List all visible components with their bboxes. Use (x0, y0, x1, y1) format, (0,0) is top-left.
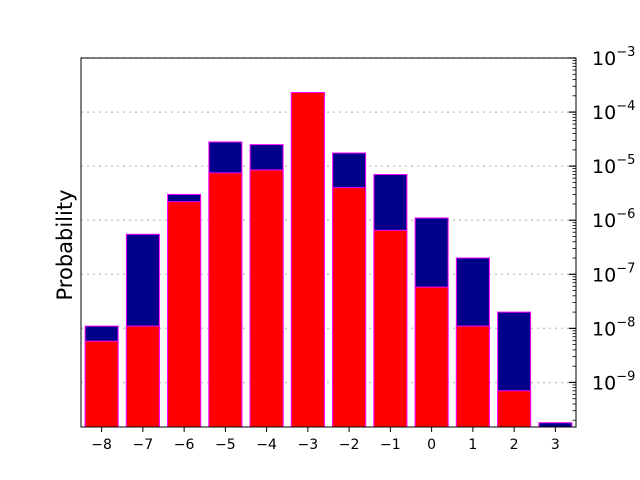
y-tick-exponent: −3 (616, 45, 635, 60)
y-tick-exponent: −7 (616, 261, 635, 276)
y-tick-label: 10−9 (592, 369, 635, 394)
y-axis: 10−910−810−710−610−510−410−3 (569, 45, 635, 421)
y-tick-base: 10 (592, 48, 616, 70)
bar-series2 (249, 169, 284, 428)
x-tick-label: −7 (133, 437, 154, 453)
y-tick-base: 10 (592, 318, 616, 340)
y-tick-exponent: −5 (616, 153, 635, 168)
x-tick-label: 3 (551, 437, 560, 453)
x-tick-label: −5 (215, 437, 236, 453)
x-tick-label: 2 (510, 437, 519, 453)
y-tick-base: 10 (592, 210, 616, 232)
y-tick-exponent: −6 (616, 207, 635, 222)
x-tick-label: 1 (468, 437, 477, 453)
bar-series1 (538, 422, 573, 428)
bar-series2 (455, 325, 490, 428)
x-tick-label: −8 (91, 437, 112, 453)
y-tick-label: 10−8 (592, 315, 635, 340)
bar-series2 (373, 229, 408, 428)
y-tick-base: 10 (592, 264, 616, 286)
y-tick-label: 10−6 (592, 207, 635, 232)
x-tick-label: 0 (427, 437, 436, 453)
bar-series2 (332, 187, 367, 428)
x-tick-label: −3 (298, 437, 319, 453)
x-tick-label: −6 (174, 437, 195, 453)
bars (84, 92, 573, 428)
bar-series2 (414, 286, 449, 428)
bar-series2 (84, 340, 119, 428)
y-tick-label: 10−5 (592, 153, 635, 178)
x-tick-label: −1 (380, 437, 401, 453)
y-tick-label: 10−3 (592, 45, 635, 70)
y-tick-base: 10 (592, 156, 616, 178)
y-tick-base: 10 (592, 102, 616, 124)
bar-series2 (290, 92, 325, 428)
y-tick-label: 10−4 (592, 99, 635, 124)
plot-frame (80, 57, 577, 428)
y-tick-exponent: −9 (616, 369, 635, 384)
bar-series2 (167, 201, 202, 428)
y-tick-exponent: −4 (616, 99, 635, 114)
y-axis-label: Probability (53, 189, 77, 300)
y-tick-base: 10 (592, 372, 616, 394)
y-tick-exponent: −8 (616, 315, 635, 330)
bar-series2 (497, 390, 532, 428)
bar-series2 (125, 325, 160, 428)
x-axis: −8 −7 −6 −5 −4 −3 −2 −1 0 1 2 3 (91, 427, 560, 453)
x-tick-label: −4 (256, 437, 277, 453)
y-tick-label: 10−7 (592, 261, 635, 286)
x-tick-label: −2 (339, 437, 360, 453)
bar-series2 (208, 172, 243, 428)
